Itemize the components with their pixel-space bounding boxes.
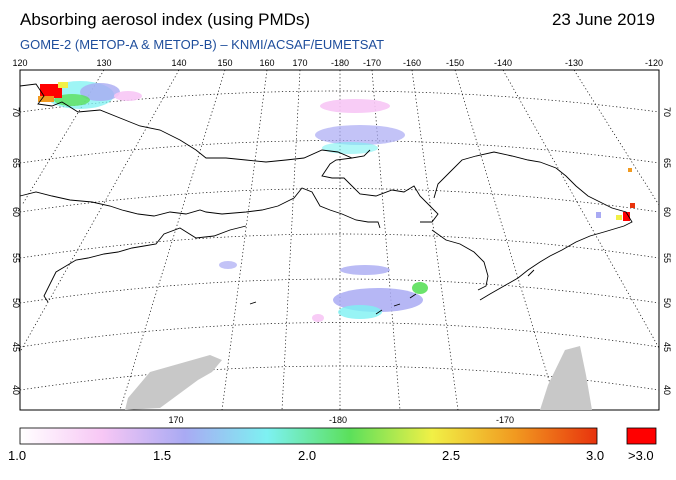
aleutian-islands — [249, 269, 535, 315]
alaska-inner-coast — [431, 229, 489, 291]
top-lon-label: 170 — [292, 58, 307, 68]
aerosol-patch — [628, 168, 632, 172]
left-lat-label: 65 — [11, 158, 21, 168]
aerosol-patch — [58, 82, 68, 88]
colorbar-over-box — [626, 427, 657, 445]
aerosol-patch-high — [623, 212, 630, 221]
lat-line-55 — [19, 233, 660, 259]
aerosol-patch — [322, 142, 378, 154]
map-subtitle: GOME-2 (METOP-A & METOP-B) – KNMI/ACSAF/… — [20, 37, 385, 52]
coastlines — [19, 83, 633, 315]
top-lon-label: -150 — [446, 58, 464, 68]
right-lat-label: 65 — [662, 158, 672, 168]
aerosol-patch — [616, 215, 622, 220]
top-lon-label: -160 — [403, 58, 421, 68]
top-lon-ticks: 120 130 140 150 160 170 -180 -170 -160 -150 -140 -1… — [12, 58, 663, 68]
aerosol-patch — [338, 305, 382, 319]
lat-line-70 — [19, 90, 660, 113]
top-lon-label: 140 — [171, 58, 186, 68]
aerosol-patch — [114, 91, 142, 101]
lat-line-60 — [19, 188, 660, 213]
no-data-swath-west — [125, 355, 222, 410]
left-lat-label: 45 — [11, 342, 21, 352]
meridian-170 — [281, 69, 301, 411]
top-lon-label: 130 — [96, 58, 111, 68]
grid-lines — [19, 69, 660, 411]
aerosol-patch — [412, 282, 428, 294]
colorbar-tick-label: 2.5 — [442, 448, 461, 463]
okhotsk-coast — [19, 187, 381, 229]
chukotka-coast — [321, 157, 439, 223]
left-lat-label: 70 — [11, 107, 21, 117]
top-lon-label: 160 — [259, 58, 274, 68]
siberia-arctic-coast — [19, 83, 371, 163]
aerosol-patch — [630, 203, 635, 208]
bottom-lon-label: -170 — [496, 415, 514, 425]
meridian-m130 — [573, 69, 660, 206]
bottom-lon-label: 170 — [168, 415, 183, 425]
top-lon-label: 150 — [217, 58, 232, 68]
colorbar-tick-label: 1.0 — [8, 448, 27, 463]
top-lon-label: -180 — [331, 58, 349, 68]
right-lat-label: 40 — [662, 385, 672, 395]
right-lat-label: 70 — [662, 107, 672, 117]
colorbar — [19, 427, 598, 445]
colorbar-over-label: >3.0 — [628, 448, 654, 463]
right-lat-ticks: 70 65 60 55 50 45 40 — [662, 107, 672, 395]
top-lon-label: -130 — [565, 58, 583, 68]
aerosol-patch — [80, 83, 120, 101]
no-data-swath-east — [540, 346, 592, 410]
colorbar-tick-label: 1.5 — [153, 448, 172, 463]
alaska-coast — [433, 151, 633, 301]
top-lon-label: 120 — [12, 58, 27, 68]
left-lat-ticks: 70 65 60 55 50 45 40 — [11, 107, 21, 395]
aerosol-patch — [38, 96, 54, 102]
aerosol-patch — [340, 265, 390, 275]
aerosol-patch — [315, 125, 405, 145]
right-lat-label: 55 — [662, 253, 672, 263]
bottom-lon-ticks: 170 -180 -170 — [168, 415, 514, 425]
colorbar-tick-label: 2.0 — [298, 448, 317, 463]
right-lat-label: 50 — [662, 298, 672, 308]
map-date: 23 June 2019 — [551, 10, 655, 29]
aerosol-patch — [320, 99, 390, 113]
left-lat-label: 40 — [11, 385, 21, 395]
aerosol-patch — [312, 314, 324, 322]
map-title: Absorbing aerosol index (using PMDs) — [20, 10, 311, 29]
meridian-m140 — [502, 69, 660, 349]
top-lon-label: -170 — [363, 58, 381, 68]
bottom-lon-label: -180 — [329, 415, 347, 425]
meridian-m150 — [454, 69, 559, 411]
aerosol-patch-high — [40, 84, 62, 98]
left-lat-label: 60 — [11, 207, 21, 217]
aerosol-patch — [219, 261, 237, 269]
left-lat-label: 50 — [11, 298, 21, 308]
kamchatka-coast — [43, 225, 247, 303]
right-lat-label: 45 — [662, 342, 672, 352]
aerosol-patch — [596, 212, 601, 218]
top-lon-label: -140 — [494, 58, 512, 68]
right-lat-label: 60 — [662, 207, 672, 217]
colorbar-tick-label: 3.0 — [586, 448, 605, 463]
left-lat-label: 55 — [11, 253, 21, 263]
top-lon-label: -120 — [645, 58, 663, 68]
